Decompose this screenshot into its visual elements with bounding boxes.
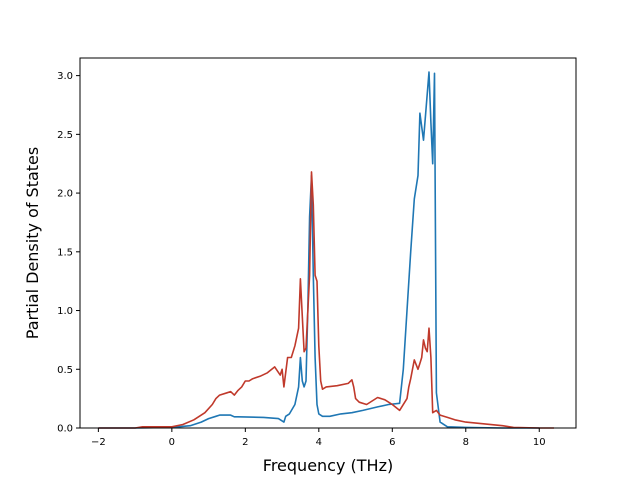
x-tick-label: −2: [91, 437, 106, 448]
series-line-1: [98, 71, 540, 429]
y-tick-label: 1.5: [57, 247, 73, 258]
x-tick-label: 6: [389, 437, 395, 448]
x-tick-label: 8: [463, 437, 469, 448]
x-axis: −2 0 2 4 6 8 10: [91, 428, 546, 448]
y-tick-label: 3.0: [57, 71, 73, 82]
plot-frame: [79, 57, 577, 429]
x-tick-label: 10: [533, 437, 546, 448]
series-line-2: [98, 171, 554, 429]
y-axis-label: Partial Density of States: [23, 147, 42, 339]
y-tick-label: 0.0: [57, 424, 73, 435]
x-axis-label: Frequency (THz): [263, 456, 393, 475]
x-tick-label: 2: [242, 437, 248, 448]
x-tick-label: 4: [316, 437, 322, 448]
plot-lines: [98, 71, 554, 429]
x-tick-label: 0: [169, 437, 175, 448]
y-tick-label: 1.0: [57, 306, 73, 317]
y-axis: 0.0 0.5 1.0 1.5 2.0 2.5 3.0: [57, 71, 80, 435]
y-tick-label: 0.5: [57, 365, 73, 376]
y-tick-label: 2.5: [57, 130, 73, 141]
y-tick-label: 2.0: [57, 189, 73, 200]
